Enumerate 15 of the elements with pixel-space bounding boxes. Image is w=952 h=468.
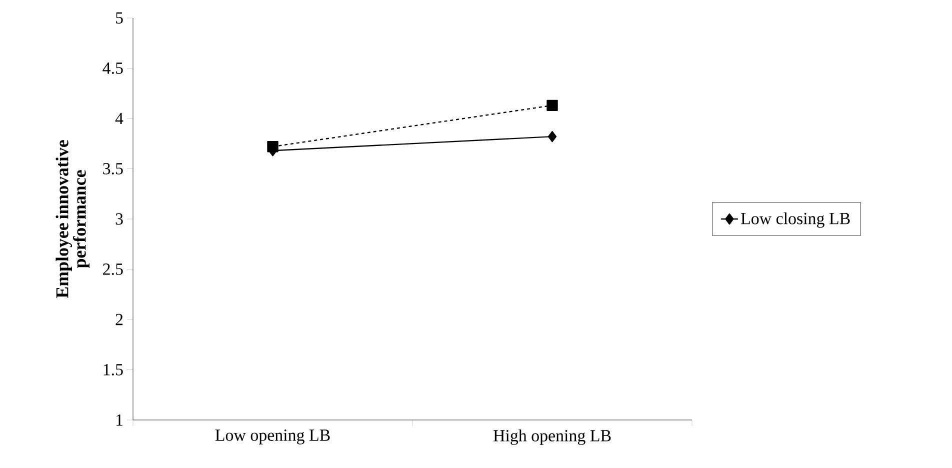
y-tick-label: 4.5 bbox=[102, 62, 123, 74]
y-tick-label: 3.5 bbox=[103, 163, 123, 174]
legend-label: Low closing LB bbox=[741, 212, 850, 228]
y-tick-label: 1 bbox=[116, 414, 122, 426]
y-tick-label: 2 bbox=[116, 314, 123, 326]
point bbox=[548, 130, 557, 142]
y-tick-label: 1.5 bbox=[104, 364, 123, 376]
y-tick-label: 2.5 bbox=[103, 264, 123, 275]
y-tick-label: 4 bbox=[115, 112, 124, 124]
x-tick-label: Low opening LB bbox=[215, 430, 330, 444]
point bbox=[546, 100, 558, 112]
y-axis-title: Employee innovative performance bbox=[56, 140, 90, 298]
x-tick-label: High opening LB bbox=[493, 430, 611, 445]
y-tick-label: 3 bbox=[116, 213, 123, 225]
y-tick-label: 5 bbox=[116, 12, 123, 24]
